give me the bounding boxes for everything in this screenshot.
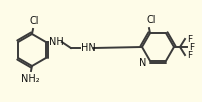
Text: N: N: [139, 58, 146, 68]
Text: F: F: [187, 50, 192, 59]
Text: NH: NH: [49, 37, 64, 47]
Text: Cl: Cl: [146, 15, 156, 25]
Text: HN: HN: [81, 43, 96, 53]
Text: Cl: Cl: [29, 16, 39, 26]
Text: F: F: [187, 34, 192, 43]
Text: NH₂: NH₂: [21, 74, 39, 84]
Text: F: F: [189, 43, 194, 52]
